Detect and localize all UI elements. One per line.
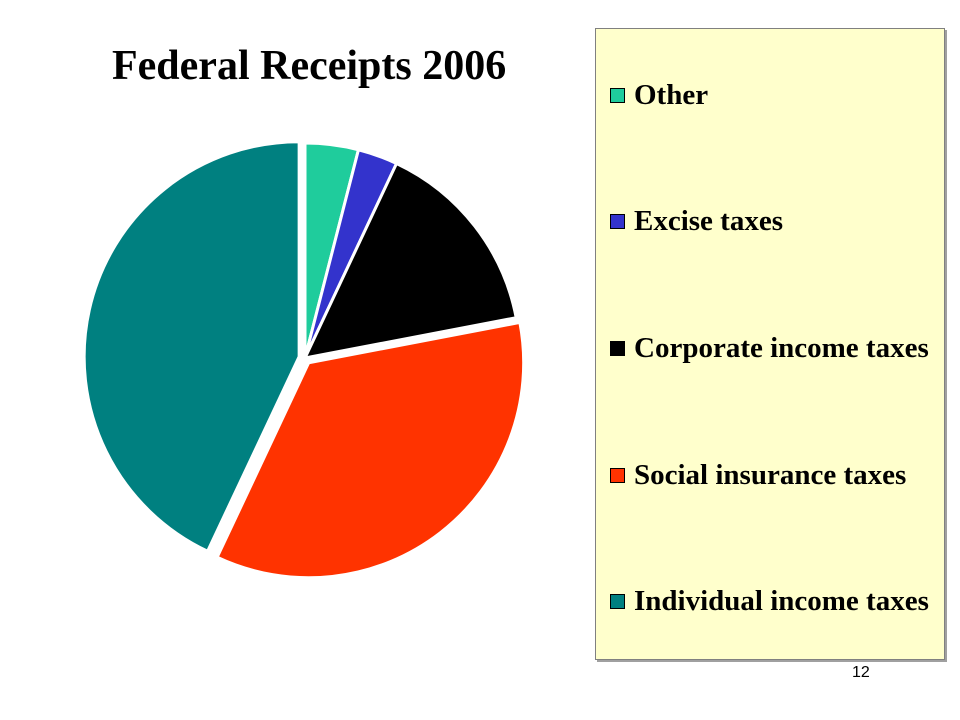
legend-swatch [610, 594, 625, 609]
legend-label: Individual income taxes [634, 585, 929, 617]
page-number: 12 [852, 664, 870, 681]
legend-swatch [610, 468, 625, 483]
legend-item-corporate-income-taxes: Corporate income taxes [610, 334, 929, 363]
legend-item-excise-taxes: Excise taxes [610, 207, 783, 236]
legend-label: Social insurance taxes [634, 459, 907, 491]
legend-item-individual-income-taxes: Individual income taxes [610, 587, 929, 616]
pie-chart [82, 140, 526, 580]
legend-label: Corporate income taxes [634, 332, 929, 364]
pie-slice-individual-income-taxes [82, 140, 301, 553]
legend-swatch [610, 214, 625, 229]
legend-item-other: Other [610, 81, 708, 110]
legend-swatch [610, 88, 625, 103]
pie-slice-corporate-income-taxes [303, 161, 518, 360]
legend-item-social-insurance-taxes: Social insurance taxes [610, 461, 906, 490]
legend-swatch [610, 341, 625, 356]
legend-label: Other [634, 79, 709, 111]
chart-legend: Other Excise taxes Corporate income taxes S… [595, 28, 945, 660]
legend-label: Excise taxes [634, 205, 783, 237]
chart-title: Federal Receipts 2006 [112, 43, 507, 89]
pie-slice-social-insurance-taxes [215, 320, 526, 580]
